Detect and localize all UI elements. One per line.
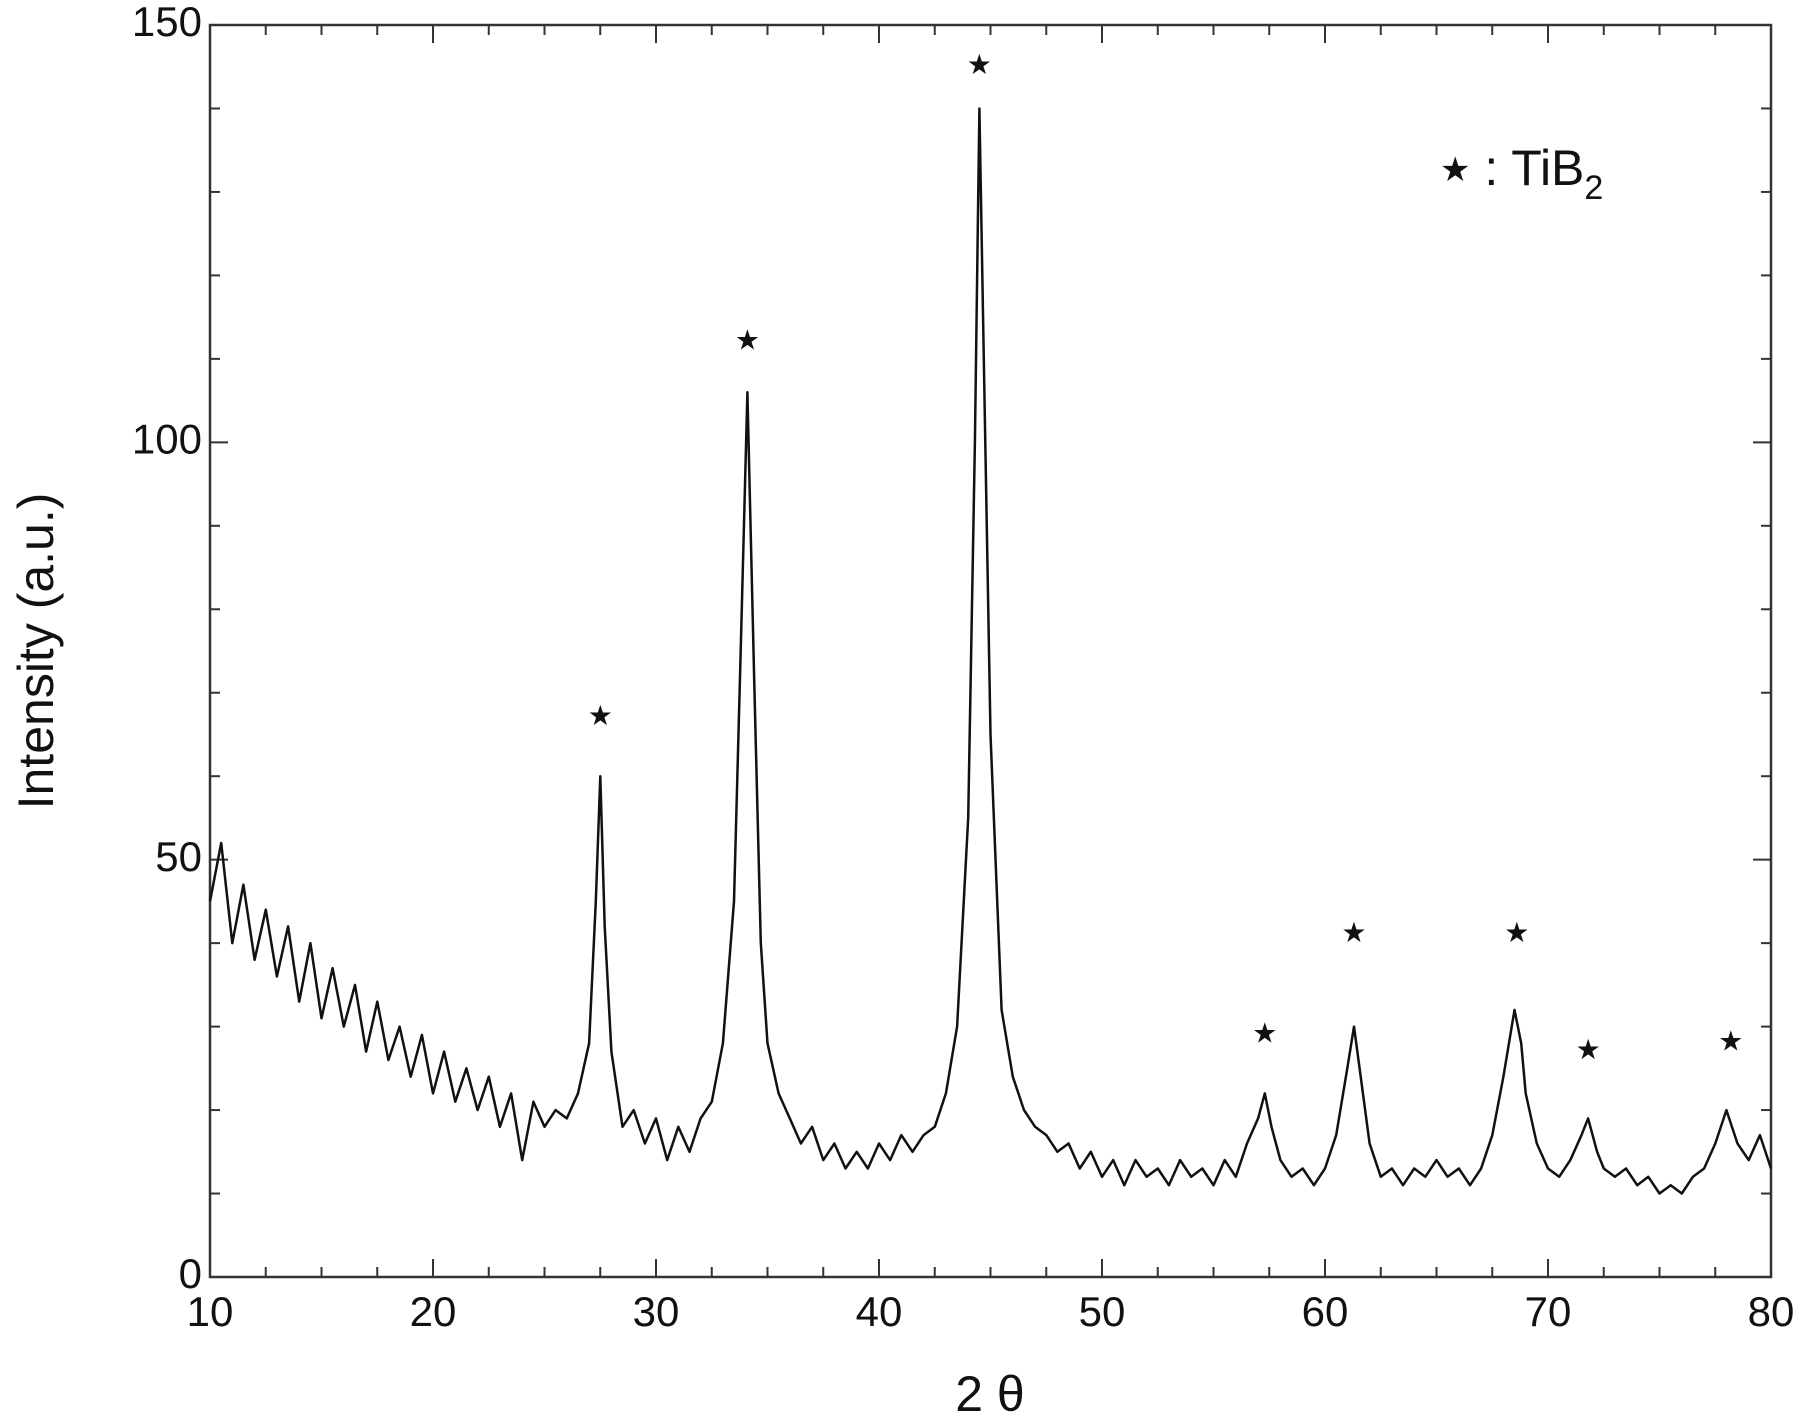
legend-label: : TiB — [1470, 140, 1584, 196]
peak-marker: ★ — [1504, 917, 1529, 948]
x-tick-label: 40 — [856, 1288, 903, 1335]
x-tick-label: 80 — [1748, 1288, 1795, 1335]
y-axis-label: Intensity (a.u.) — [8, 493, 64, 810]
legend-subscript: 2 — [1584, 169, 1603, 207]
peak-marker: ★ — [588, 700, 613, 731]
y-tick-label: 0 — [179, 1250, 202, 1297]
peak-marker: ★ — [1252, 1017, 1277, 1048]
peak-marker: ★ — [1718, 1026, 1743, 1057]
y-tick-label: 100 — [132, 415, 202, 462]
x-tick-label: 70 — [1525, 1288, 1572, 1335]
peak-marker: ★ — [1341, 917, 1366, 948]
x-tick-label: 50 — [1079, 1288, 1126, 1335]
peak-marker: ★ — [735, 325, 760, 356]
xrd-trace — [208, 107, 1773, 1195]
y-tick-label: 50 — [155, 833, 202, 880]
peak-marker: ★ — [967, 49, 992, 80]
x-tick-label: 30 — [633, 1288, 680, 1335]
x-axis-label: 2 θ — [955, 1366, 1025, 1422]
legend-marker: ★ — [1440, 151, 1470, 189]
x-tick-label: 10 — [187, 1288, 234, 1335]
x-tick-label: 60 — [1302, 1288, 1349, 1335]
plot-frame — [208, 23, 1773, 1279]
y-tick-label: 150 — [132, 0, 202, 45]
peak-marker: ★ — [1576, 1034, 1601, 1065]
x-tick-label: 20 — [410, 1288, 457, 1335]
legend: ★ : TiB2 — [1440, 140, 1603, 207]
